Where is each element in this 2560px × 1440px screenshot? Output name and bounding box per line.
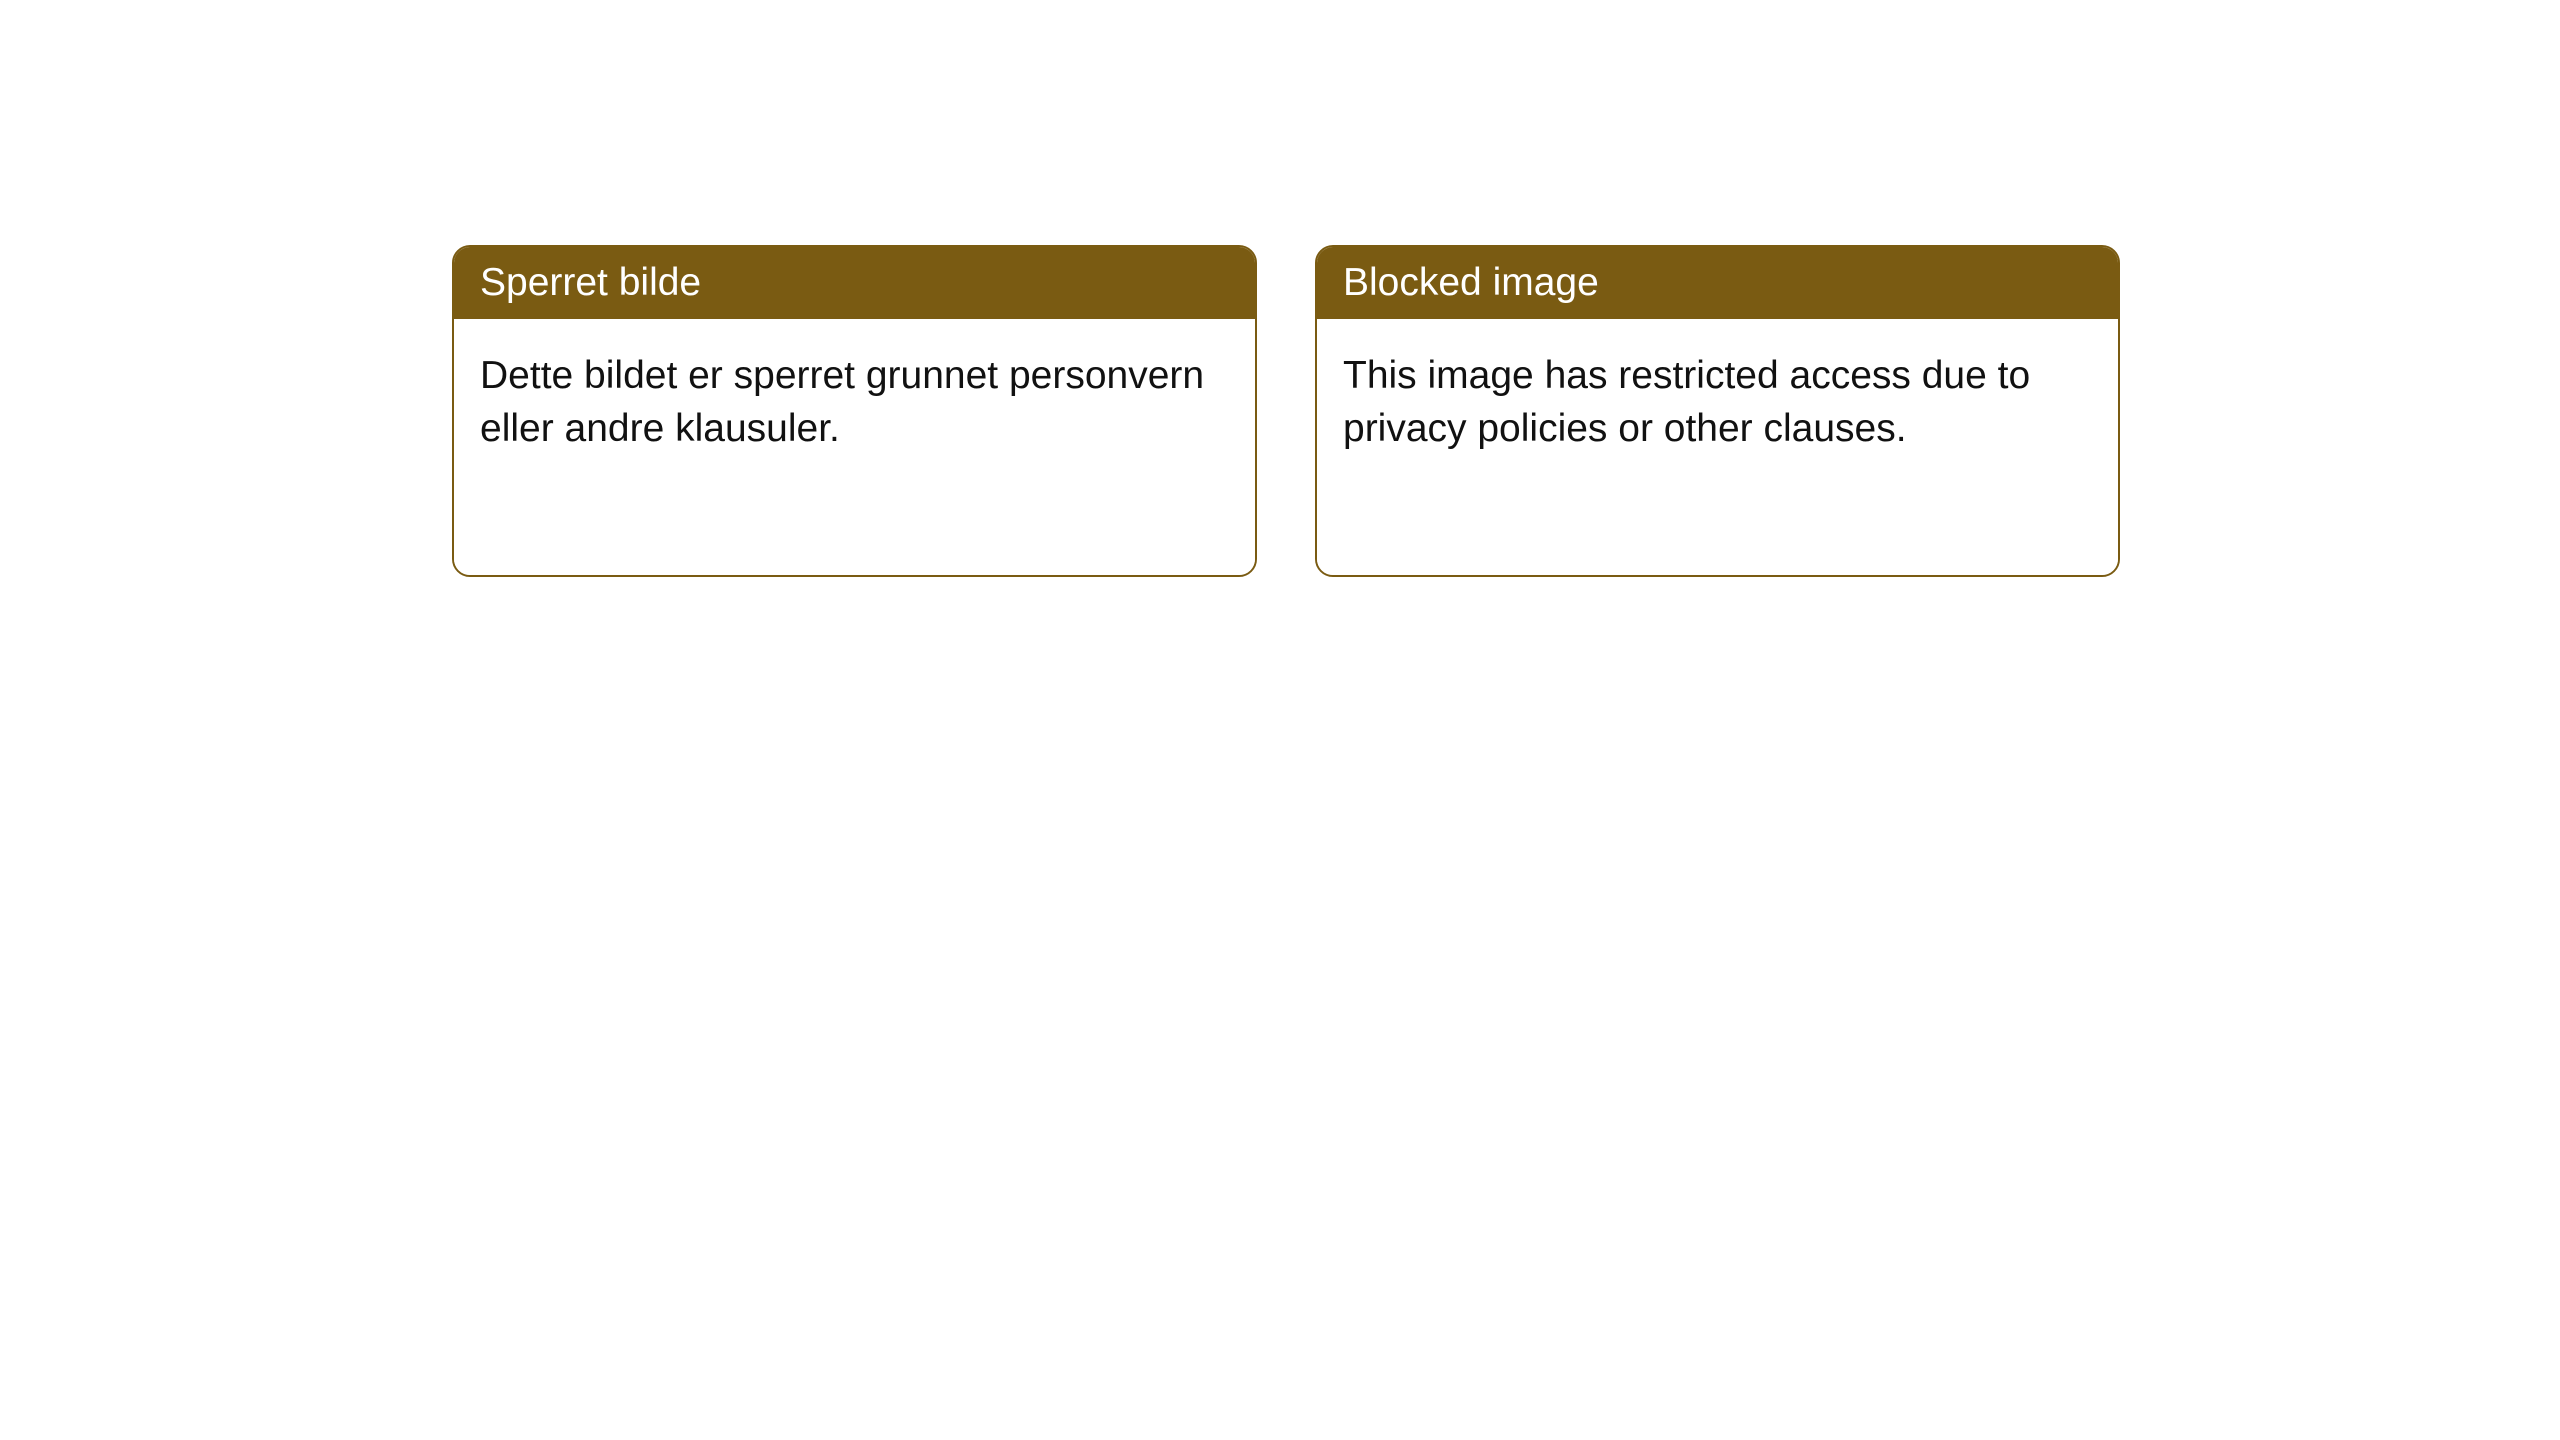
notice-card-title: Blocked image (1343, 261, 1599, 304)
notice-cards-container: Sperret bilde Dette bildet er sperret gr… (452, 245, 2120, 577)
notice-card-body: Dette bildet er sperret grunnet personve… (454, 319, 1255, 575)
notice-card-english: Blocked image This image has restricted … (1315, 245, 2120, 577)
notice-card-title: Sperret bilde (480, 261, 701, 304)
notice-card-header: Sperret bilde (454, 247, 1255, 319)
notice-card-norwegian: Sperret bilde Dette bildet er sperret gr… (452, 245, 1257, 577)
notice-card-header: Blocked image (1317, 247, 2118, 319)
notice-card-text: This image has restricted access due to … (1343, 354, 2030, 450)
notice-card-body: This image has restricted access due to … (1317, 319, 2118, 575)
notice-card-text: Dette bildet er sperret grunnet personve… (480, 354, 1204, 450)
